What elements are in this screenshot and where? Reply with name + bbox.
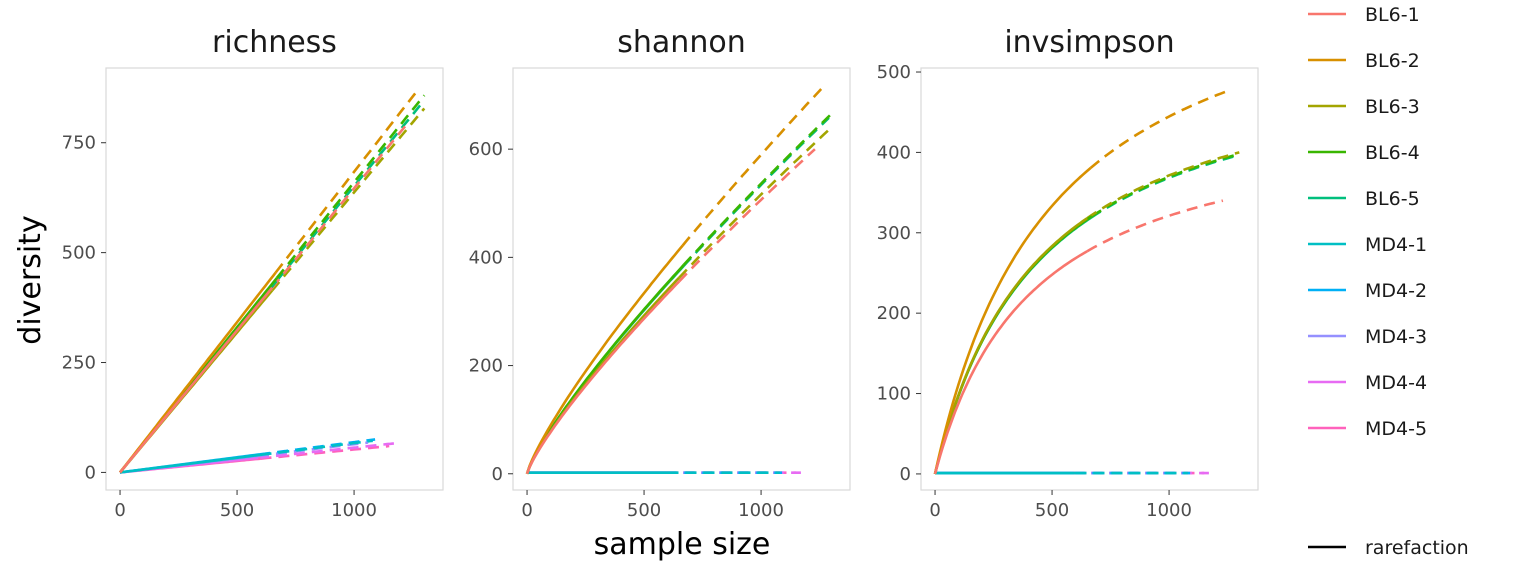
y-tick-label: 500 bbox=[62, 243, 96, 264]
series-rarefaction-BL6-1 bbox=[933, 250, 1088, 475]
series-rarefaction-MD4-1 bbox=[119, 453, 261, 474]
series-rarefaction-BL6-5 bbox=[933, 216, 1093, 475]
panel-border bbox=[105, 67, 444, 491]
legend: BL6-1 BL6-2 BL6-3 BL6-4 BL6-5 MD4-1 MD4-2 MD4-3… bbox=[1308, 4, 1469, 559]
legend-label: BL6-5 bbox=[1365, 188, 1420, 210]
panel-title: shannon bbox=[617, 25, 745, 60]
legend-label: BL6-3 bbox=[1365, 96, 1420, 118]
x-tick-label: 500 bbox=[1035, 500, 1069, 521]
panel-shannon: shannon 0 500 1000 0 200 400 600 bbox=[469, 25, 851, 521]
y-tick-label: 400 bbox=[469, 247, 503, 268]
y-tick-label: 400 bbox=[877, 142, 911, 163]
x-tick-label: 500 bbox=[627, 500, 661, 521]
series-extrapolation-BL6-2 bbox=[274, 91, 418, 274]
series-extrapolation-MD4-1 bbox=[260, 439, 373, 457]
series-extrapolation-BL6-2 bbox=[1089, 88, 1232, 169]
x-tick-label: 1000 bbox=[738, 500, 784, 521]
legend-item-BL6-3: BL6-3 bbox=[1308, 96, 1420, 118]
series-extrapolation-BL6-3 bbox=[271, 107, 426, 292]
series-extrapolation-BL6-1 bbox=[678, 148, 816, 283]
series-extrapolation-BL6-1 bbox=[1086, 199, 1224, 253]
legend-item-MD4-2: MD4-2 bbox=[1308, 280, 1427, 302]
legend-item-BL6-1: BL6-1 bbox=[1308, 4, 1420, 26]
legend-item-BL6-2: BL6-2 bbox=[1308, 50, 1420, 72]
series-extrapolation-BL6-2 bbox=[681, 86, 825, 247]
y-tick-label: 200 bbox=[469, 356, 503, 377]
x-tick-label: 1000 bbox=[1146, 500, 1192, 521]
series-rarefaction-BL6-2 bbox=[933, 166, 1092, 475]
y-tick-label: 0 bbox=[85, 462, 96, 483]
y-tick-label: 500 bbox=[877, 62, 911, 83]
legend-item-MD4-3: MD4-3 bbox=[1308, 326, 1427, 348]
legend-label: MD4-4 bbox=[1365, 372, 1427, 394]
y-axis-label: diversity bbox=[13, 215, 48, 344]
series-rarefaction-BL6-4 bbox=[933, 215, 1093, 475]
series-rarefaction-BL6-3 bbox=[933, 217, 1088, 475]
panel-invsimpson: invsimpson 0 500 1000 0 100 200 300 400 500 bbox=[877, 25, 1259, 521]
legend-label: MD4-2 bbox=[1365, 280, 1427, 302]
y-tick-label: 750 bbox=[62, 133, 96, 154]
legend-item-BL6-5: BL6-5 bbox=[1308, 188, 1420, 210]
x-tick-label: 0 bbox=[929, 500, 940, 521]
series-extrapolation-BL6-5 bbox=[1090, 154, 1238, 219]
panel-title: invsimpson bbox=[1004, 25, 1174, 60]
series-extrapolation-BL6-3 bbox=[678, 126, 833, 279]
x-tick-label: 500 bbox=[220, 500, 254, 521]
series-rarefaction-BL6-1 bbox=[119, 286, 274, 474]
y-tick-label: 600 bbox=[469, 139, 503, 160]
x-tick-label: 0 bbox=[521, 500, 532, 521]
y-tick-label: 100 bbox=[877, 384, 911, 405]
y-tick-label: 200 bbox=[877, 303, 911, 324]
legend-item-MD4-4: MD4-4 bbox=[1308, 372, 1427, 394]
x-tick-label: 0 bbox=[114, 500, 125, 521]
y-tick-label: 0 bbox=[900, 464, 911, 485]
legend-item-MD4-5: MD4-5 bbox=[1308, 418, 1427, 440]
y-tick-label: 300 bbox=[877, 223, 911, 244]
series-extrapolation-BL6-4 bbox=[682, 113, 833, 266]
legend-label: MD4-1 bbox=[1365, 234, 1427, 256]
legend-label: BL6-1 bbox=[1365, 4, 1420, 26]
series-rarefaction-BL6-1 bbox=[525, 280, 681, 475]
legend-label: MD4-5 bbox=[1365, 418, 1427, 440]
legend-item-BL6-4: BL6-4 bbox=[1308, 142, 1420, 164]
y-tick-label: 0 bbox=[492, 464, 503, 485]
series-extrapolation-BL6-4 bbox=[275, 94, 426, 279]
series-extrapolation-BL6-3 bbox=[1086, 151, 1240, 220]
series-extrapolation-BL6-5 bbox=[682, 116, 830, 268]
legend-item-rarefaction: rarefaction bbox=[1308, 537, 1469, 559]
panel-border bbox=[512, 67, 851, 491]
x-axis-label: sample size bbox=[594, 527, 771, 562]
panel-border bbox=[920, 67, 1259, 491]
legend-label: BL6-4 bbox=[1365, 142, 1420, 164]
panel-richness: richness 0 500 1000 0 250 500 750 bbox=[62, 25, 444, 521]
series-extrapolation-BL6-4 bbox=[1091, 152, 1240, 218]
series-extrapolation-MD4-3 bbox=[257, 441, 369, 458]
series-rarefaction-BL6-2 bbox=[525, 244, 684, 475]
series-extrapolation-MD4-4 bbox=[257, 442, 395, 460]
legend-item-MD4-1: MD4-1 bbox=[1308, 234, 1427, 256]
legend-label: MD4-3 bbox=[1365, 326, 1427, 348]
x-tick-label: 1000 bbox=[331, 500, 377, 521]
legend-label: rarefaction bbox=[1365, 537, 1469, 559]
legend-label: BL6-2 bbox=[1365, 50, 1420, 72]
panel-title: richness bbox=[212, 25, 337, 60]
y-tick-label: 250 bbox=[62, 353, 96, 374]
